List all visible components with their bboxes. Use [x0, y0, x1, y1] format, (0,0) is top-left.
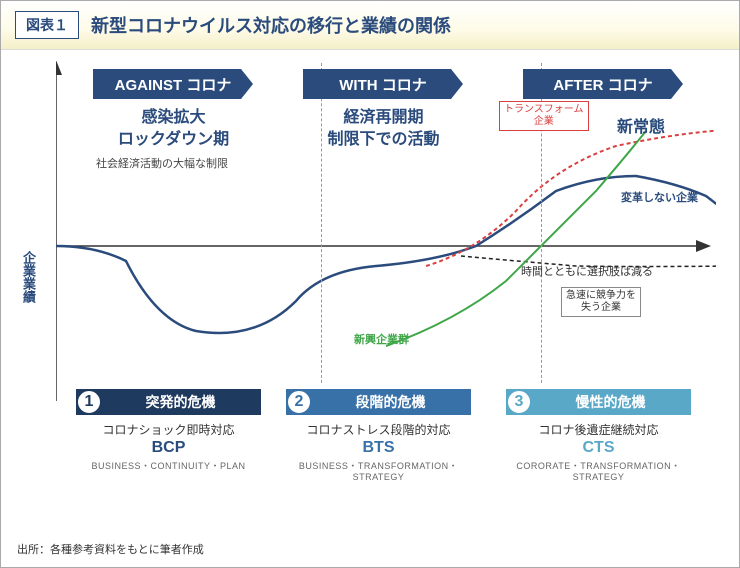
- lose-competitiveness-label: 急速に競争力を失う企業: [561, 287, 641, 317]
- crisis-desc-2: コロナ後遺症継続対応: [506, 421, 691, 438]
- crisis-label-1: 段階的危機: [318, 392, 471, 412]
- phase-banner-0: AGAINST コロナ: [93, 69, 253, 99]
- figure-number-label: 図表１: [15, 11, 79, 39]
- new-firms-label: 新興企業群: [354, 331, 409, 347]
- crisis-box-1: 2 段階的危機: [286, 389, 471, 415]
- transform-company-label: トランスフォーム企業: [499, 101, 589, 131]
- crisis-full-1: BUSINESS・TRANSFORMATION・STRATEGY: [286, 459, 471, 482]
- crisis-number-2: 3: [506, 389, 532, 415]
- crisis-label-2: 慢性的危機: [538, 392, 691, 412]
- crisis-full-2: CORORATE・TRANSFORMATION・STRATEGY: [506, 459, 691, 482]
- crisis-full-0: BUSINESS・CONTINUITY・PLAN: [76, 459, 261, 472]
- crisis-code-0: BCP: [76, 439, 261, 457]
- phase-banner-2: AFTER コロナ: [523, 69, 683, 99]
- figure-container: 図表１ 新型コロナウイルス対応の移行と業績の関係 企業業績 トランスフォーム企業…: [0, 0, 740, 568]
- header: 図表１ 新型コロナウイルス対応の移行と業績の関係: [1, 1, 739, 50]
- source-note: 出所：各種参考資料をもとに筆者作成: [17, 541, 204, 557]
- phase-subtitle-2: 新常態: [591, 117, 691, 139]
- crisis-box-0: 1 突発的危機: [76, 389, 261, 415]
- crisis-desc-1: コロナストレス段階的対応: [286, 421, 471, 438]
- crisis-label-0: 突発的危機: [108, 392, 261, 412]
- time-annotation: 時間とともに選択肢は減る: [521, 263, 653, 279]
- y-axis-label: 企業業績: [19, 251, 38, 303]
- crisis-number-1: 2: [286, 389, 312, 415]
- phase-subtitle-0: 感染拡大ロックダウン期: [76, 107, 271, 152]
- crisis-code-2: CTS: [506, 439, 691, 457]
- crisis-box-2: 3 慢性的危機: [506, 389, 691, 415]
- crisis-number-0: 1: [76, 389, 102, 415]
- phase-banner-1: WITH コロナ: [303, 69, 463, 99]
- crisis-desc-0: コロナショック即時対応: [76, 421, 261, 438]
- phase-subtitle-1: 経済再開期制限下での活動: [286, 107, 481, 152]
- crisis-code-1: BTS: [286, 439, 471, 457]
- figure-title: 新型コロナウイルス対応の移行と業績の関係: [91, 12, 451, 38]
- no-change-company-label: 変革しない企業: [621, 189, 698, 205]
- phase-note-0: 社会経済活動の大幅な制限: [96, 155, 228, 171]
